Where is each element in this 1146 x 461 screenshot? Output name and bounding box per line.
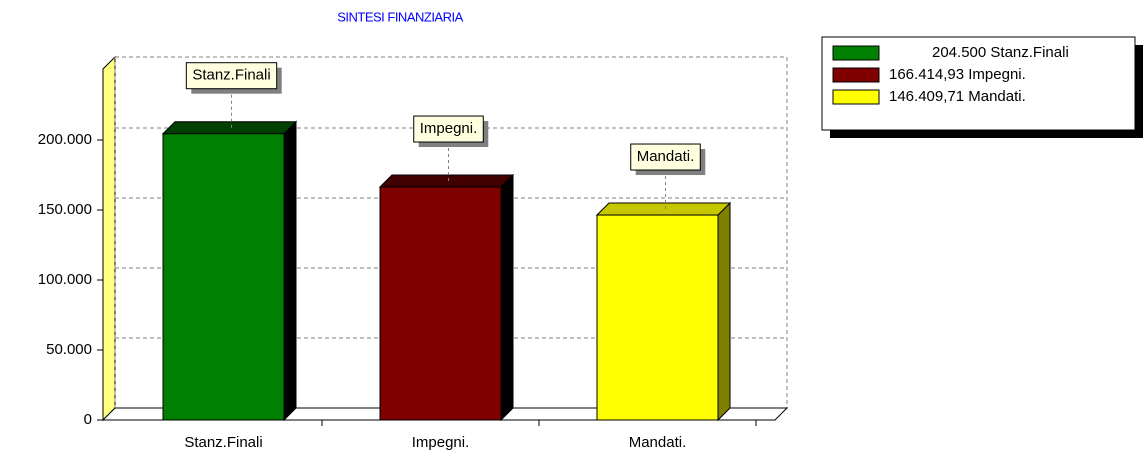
legend-label: 146.409,71 Mandati. bbox=[889, 88, 1026, 105]
bar-top bbox=[378, 174, 515, 188]
annotation: Stanz.Finali bbox=[185, 62, 282, 94]
legend-swatch bbox=[832, 89, 880, 105]
legend-label: 204.500 Stanz.Finali bbox=[932, 44, 1069, 61]
y-tick-label: 150.000 bbox=[38, 201, 92, 218]
annotation-box bbox=[185, 62, 278, 90]
x-tick-label: Mandati. bbox=[629, 434, 687, 451]
legend-swatch bbox=[832, 45, 880, 61]
bar-top bbox=[161, 121, 298, 135]
annotation-label: Mandati. bbox=[637, 148, 695, 165]
y-tick-label: 0 bbox=[84, 411, 92, 428]
x-tick-label: Stanz.Finali bbox=[184, 434, 262, 451]
chart-title: SINTESI FINANZIARIA bbox=[337, 9, 463, 24]
bar bbox=[379, 186, 502, 421]
y-tick-label: 200.000 bbox=[38, 131, 92, 148]
y-tick-label: 50.000 bbox=[46, 341, 92, 358]
y-tick-label: 100.000 bbox=[38, 271, 92, 288]
bar-side bbox=[500, 173, 514, 422]
annotation: Mandati. bbox=[630, 143, 706, 176]
legend-value: 166.414,93 bbox=[889, 66, 964, 83]
legend-label: 166.414,93 Impegni. bbox=[889, 66, 1026, 83]
x-tick-label: Impegni. bbox=[412, 434, 470, 451]
legend-name: Mandati. bbox=[968, 88, 1026, 105]
legend-value: 204.500 bbox=[932, 44, 986, 61]
legend-name: Stanz.Finali bbox=[990, 44, 1068, 61]
annotation: Impegni. bbox=[413, 115, 489, 148]
annotation-label: Stanz.Finali bbox=[192, 67, 270, 84]
legend bbox=[821, 36, 1136, 131]
bar-side bbox=[717, 201, 731, 422]
bar bbox=[596, 214, 719, 421]
legend-value: 146.409,71 bbox=[889, 88, 964, 105]
left-wall bbox=[102, 55, 116, 422]
bar-side bbox=[283, 120, 297, 422]
legend-swatch bbox=[832, 67, 880, 83]
legend-name: Impegni. bbox=[968, 66, 1026, 83]
annotation-label: Impegni. bbox=[420, 120, 478, 137]
bar bbox=[162, 133, 285, 421]
bar-top bbox=[595, 202, 732, 216]
annotation-box bbox=[413, 115, 484, 143]
annotation-box bbox=[630, 143, 701, 171]
